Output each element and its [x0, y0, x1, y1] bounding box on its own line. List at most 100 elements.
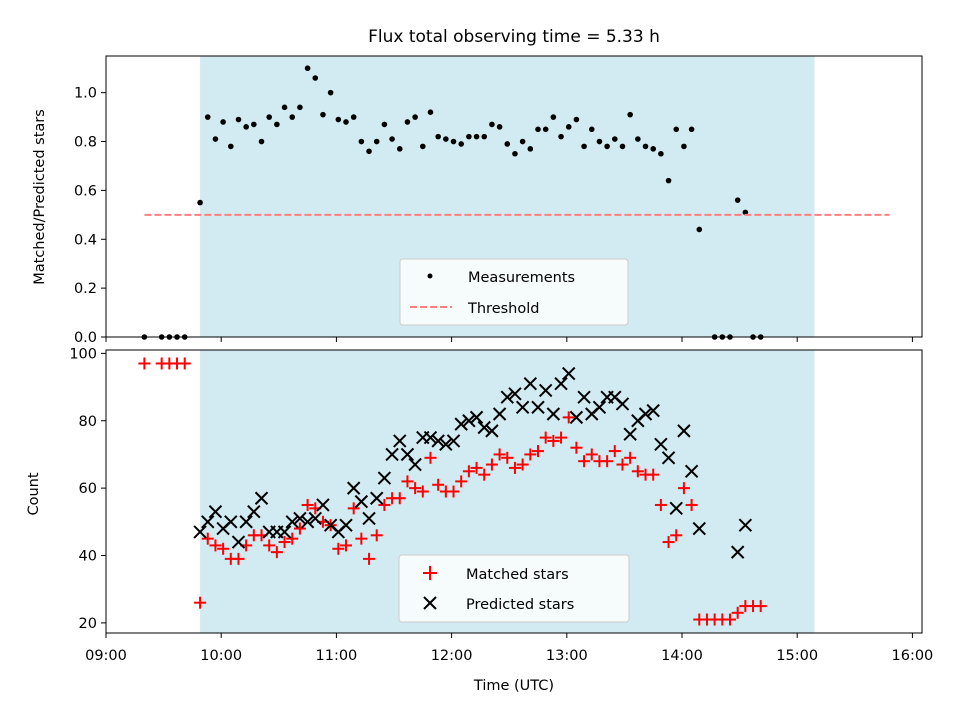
predicted-star-point [646, 403, 660, 418]
measurement-point [696, 226, 703, 233]
predicted-star-point [346, 481, 361, 495]
matched-star-point [363, 552, 376, 565]
y-tick-label: 80 [79, 414, 97, 430]
matched-star-point [178, 357, 191, 370]
predicted-star-point [208, 505, 223, 519]
matched-star-point [416, 485, 429, 498]
measurement-point [742, 209, 749, 216]
measurement-point [381, 121, 388, 128]
y-tick-label: 0.0 [74, 330, 97, 346]
measurement-point [220, 119, 226, 125]
measurement-point [389, 136, 395, 142]
predicted-star-point [661, 451, 676, 465]
x-tick-label: 10:00 [200, 648, 242, 664]
matched-star-point [263, 539, 276, 552]
measurement-point [212, 136, 219, 142]
predicted-star-point [654, 437, 668, 452]
measurement-point [558, 133, 564, 140]
matched-star-point [662, 536, 675, 549]
measurement-point [420, 143, 426, 150]
predicted-star-point-b [377, 471, 392, 485]
predicted-star-point-b [208, 505, 223, 519]
matched-star-point [209, 539, 222, 552]
predicted-star-point [339, 518, 353, 532]
matched-star-point [516, 458, 529, 471]
measurement-point [588, 126, 595, 133]
matched-star-point [654, 498, 667, 511]
predicted-star-point-b [193, 525, 207, 539]
legend-threshold-label: Threshold [467, 301, 539, 317]
predicted-star-point-b [677, 424, 691, 438]
measurement-point [281, 104, 288, 111]
measurement-point [427, 109, 434, 115]
bottom-legend: Matched stars Predicted stars [398, 554, 630, 623]
x-tick-label: 09:00 [85, 648, 127, 664]
matched-star-point [562, 411, 575, 424]
predicted-star-point [677, 424, 691, 438]
predicted-star-point [500, 390, 514, 404]
predicted-star-point-b [515, 400, 530, 414]
measurement-point [258, 138, 265, 145]
matched-star-point [232, 552, 245, 565]
measurement-point [335, 116, 342, 123]
measurement-point [635, 136, 641, 142]
measurement-point [481, 133, 488, 140]
matched-star-point [378, 498, 391, 511]
matched-star-point [624, 451, 637, 464]
top-y-axis-label: Matched/Predicted stars [32, 109, 48, 285]
predicted-star-point-b [608, 390, 622, 404]
predicted-star-point-b [247, 505, 261, 519]
measurement-point [658, 150, 664, 157]
measurement-point [412, 114, 418, 120]
measurement-point [473, 133, 480, 140]
legend-measurements-marker [427, 273, 433, 279]
predicted-star-point-b [577, 390, 591, 404]
measurement-point [650, 146, 656, 152]
predicted-star-point-b [423, 430, 438, 445]
matched-star-point [201, 532, 214, 545]
matched-star-point [647, 468, 660, 481]
predicted-star-point [492, 407, 507, 421]
measurement-point [450, 138, 457, 145]
predicted-star-point-b [569, 410, 584, 425]
predicted-star-point [454, 417, 468, 431]
matched-star-point [508, 461, 521, 474]
measurement-point [204, 114, 211, 120]
top-y-ticks: 0.0 0.2 0.4 0.6 0.8 1.0 [74, 86, 106, 346]
measurement-point [512, 150, 518, 157]
matched-star-point [608, 445, 621, 458]
measurement-point [573, 116, 580, 123]
predicted-star-point [592, 400, 607, 414]
predicted-star-point-b [231, 535, 246, 549]
measurement-point [274, 121, 280, 128]
matched-star-point [555, 431, 568, 444]
predicted-star-point-b [546, 407, 561, 421]
predicted-star-point [224, 515, 238, 529]
predicted-star-point [615, 397, 630, 411]
predicted-star-point-b [669, 501, 683, 516]
matched-star-point [485, 458, 498, 471]
predicted-star-point [439, 437, 453, 452]
measurement-point [489, 121, 495, 128]
predicted-star-point [523, 376, 538, 391]
predicted-star-point [316, 498, 330, 512]
matched-star-point [724, 613, 736, 626]
predicted-star-point-b [462, 414, 476, 428]
bottom-count-points [138, 357, 767, 626]
measurement-point [466, 133, 472, 140]
predicted-star-point-b [446, 434, 461, 448]
top-plot-frame [105, 55, 923, 338]
matched-star-point [578, 455, 591, 468]
chart-title: Flux total observing time = 5.33 h [368, 27, 660, 47]
x-tick-label: 14:00 [661, 648, 703, 664]
predicted-star-point-b [323, 518, 338, 532]
matched-star-point [217, 542, 230, 555]
legend-predicted-marker [423, 596, 437, 610]
matched-star-point [631, 465, 644, 478]
predicted-star-point-b [661, 451, 676, 465]
predicted-star-point [738, 518, 753, 532]
predicted-star-point-b [562, 366, 576, 381]
measurement-point [373, 138, 380, 145]
predicted-star-point [393, 434, 407, 448]
predicted-star-point [515, 400, 530, 414]
